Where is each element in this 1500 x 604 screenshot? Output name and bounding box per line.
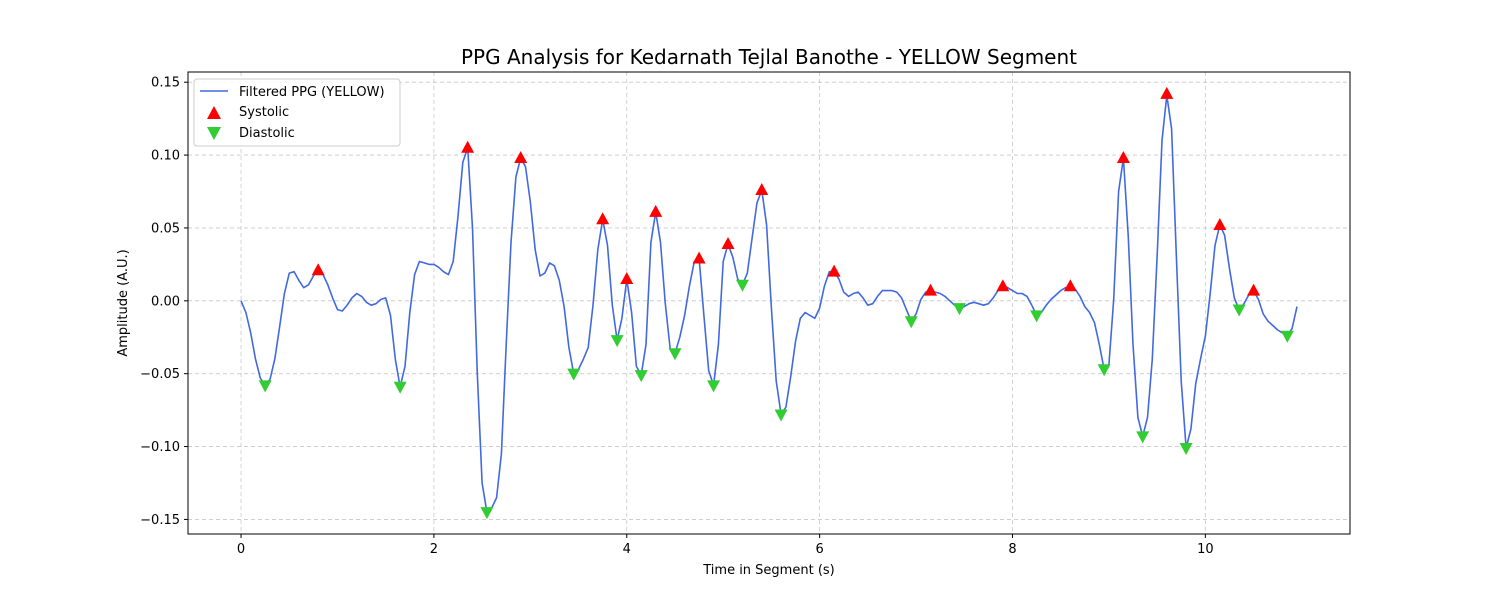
y-tick-label: −0.15 bbox=[140, 513, 180, 528]
systolic-marker bbox=[924, 283, 938, 296]
plot-frame bbox=[187, 71, 1351, 535]
diastolic-marker bbox=[393, 381, 407, 394]
chart-title: PPG Analysis for Kedarnath Tejlal Banoth… bbox=[461, 45, 1077, 69]
diastolic-marker bbox=[1179, 443, 1193, 456]
diastolic-marker bbox=[258, 380, 272, 393]
y-tick-label: −0.10 bbox=[140, 440, 180, 455]
systolic-marker bbox=[1116, 150, 1130, 163]
x-tick-label: 4 bbox=[623, 542, 631, 557]
x-tick-label: 6 bbox=[815, 542, 823, 557]
diastolic-marker bbox=[707, 380, 721, 393]
ppg-line-layer bbox=[240, 94, 1298, 513]
diastolic-marker bbox=[1097, 364, 1111, 377]
systolic-marker bbox=[1063, 279, 1077, 292]
diastolic-marker bbox=[610, 335, 624, 348]
systolic-marker bbox=[649, 204, 663, 217]
systolic-marker bbox=[996, 279, 1010, 292]
grid bbox=[188, 72, 1350, 534]
diastolic-marker bbox=[1280, 330, 1294, 343]
y-tick-label: 0.10 bbox=[151, 149, 180, 164]
diastolic-marker bbox=[774, 409, 788, 422]
diastolic-marker bbox=[1030, 310, 1044, 323]
y-axis-ticks: −0.15 −0.10 −0.05 0.00 0.05 0.10 0.15 bbox=[140, 76, 188, 528]
x-axis-ticks: 0 2 4 6 8 10 bbox=[237, 534, 1214, 557]
diastolic-marker bbox=[1232, 304, 1246, 317]
legend-diastolic-marker bbox=[207, 127, 221, 140]
y-axis-label: Amplitude (A.U.) bbox=[116, 249, 131, 356]
legend-label-diastolic: Diastolic bbox=[239, 126, 295, 141]
systolic-marker bbox=[311, 263, 325, 276]
x-tick-label: 2 bbox=[430, 542, 438, 557]
x-axis-label: Time in Segment (s) bbox=[702, 563, 834, 578]
diastolic-marker bbox=[668, 348, 682, 361]
systolic-marker bbox=[692, 251, 706, 264]
diastolic-marker bbox=[952, 303, 966, 316]
systolic-marker bbox=[1160, 86, 1174, 99]
systolic-marker bbox=[596, 212, 610, 225]
diastolic-marker bbox=[735, 279, 749, 292]
x-tick-label: 10 bbox=[1197, 542, 1214, 557]
legend-label-filtered: Filtered PPG (YELLOW) bbox=[239, 85, 385, 100]
diastolic-marker bbox=[634, 370, 648, 383]
systolic-marker bbox=[827, 264, 841, 277]
peak-markers bbox=[258, 86, 1294, 520]
systolic-marker bbox=[1247, 283, 1261, 296]
legend-systolic-marker bbox=[207, 106, 221, 119]
x-tick-label: 8 bbox=[1008, 542, 1016, 557]
diastolic-marker bbox=[567, 368, 581, 381]
systolic-marker bbox=[461, 140, 475, 153]
diastolic-marker bbox=[480, 507, 494, 520]
diastolic-marker bbox=[904, 316, 918, 329]
systolic-marker bbox=[1213, 218, 1227, 231]
y-tick-label: 0.00 bbox=[151, 294, 180, 309]
systolic-marker bbox=[755, 183, 769, 196]
systolic-marker bbox=[620, 271, 634, 284]
x-tick-label: 0 bbox=[237, 542, 245, 557]
systolic-marker bbox=[721, 236, 735, 249]
legend-box bbox=[193, 78, 401, 147]
legend-label-systolic: Systolic bbox=[239, 105, 289, 120]
systolic-marker bbox=[514, 150, 528, 163]
y-tick-label: 0.15 bbox=[151, 76, 180, 91]
legend: Filtered PPG (YELLOW) Systolic Diastolic bbox=[193, 78, 401, 147]
diastolic-marker bbox=[1136, 431, 1150, 444]
y-tick-label: −0.05 bbox=[140, 367, 180, 382]
y-tick-label: 0.05 bbox=[151, 221, 180, 236]
filtered-ppg-line bbox=[240, 94, 1298, 513]
